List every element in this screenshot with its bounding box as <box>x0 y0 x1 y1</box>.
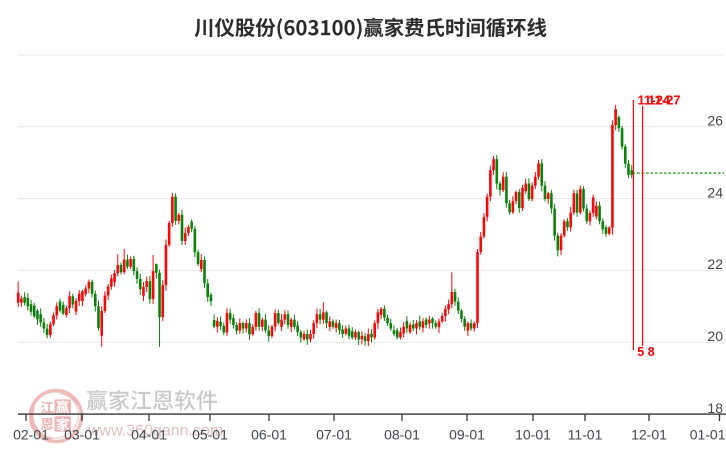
svg-text:8: 8 <box>648 345 655 359</box>
svg-text:12-01: 12-01 <box>631 427 667 443</box>
svg-text:03-01: 03-01 <box>64 427 100 443</box>
svg-text:20: 20 <box>707 328 723 344</box>
svg-text:06-01: 06-01 <box>251 427 287 443</box>
svg-text:5: 5 <box>637 345 644 359</box>
svg-text:04-01: 04-01 <box>131 427 167 443</box>
svg-text:11-01: 11-01 <box>568 427 603 443</box>
svg-text:02-01: 02-01 <box>13 427 49 443</box>
svg-text:11-24: 11-24 <box>638 93 671 108</box>
svg-text:09-01: 09-01 <box>449 427 485 443</box>
svg-text:www.360gann.com: www.360gann.com <box>87 423 223 440</box>
svg-text:11-27: 11-27 <box>648 93 681 108</box>
svg-text:26: 26 <box>707 113 723 129</box>
svg-text:10-01: 10-01 <box>515 427 551 443</box>
svg-text:24: 24 <box>707 184 723 200</box>
svg-text:08-01: 08-01 <box>384 427 420 443</box>
svg-text:05-01: 05-01 <box>192 427 228 443</box>
svg-text:07-01: 07-01 <box>316 427 352 443</box>
svg-text:01-01: 01-01 <box>690 427 726 443</box>
svg-text:18: 18 <box>707 400 723 416</box>
svg-text:22: 22 <box>707 256 723 272</box>
